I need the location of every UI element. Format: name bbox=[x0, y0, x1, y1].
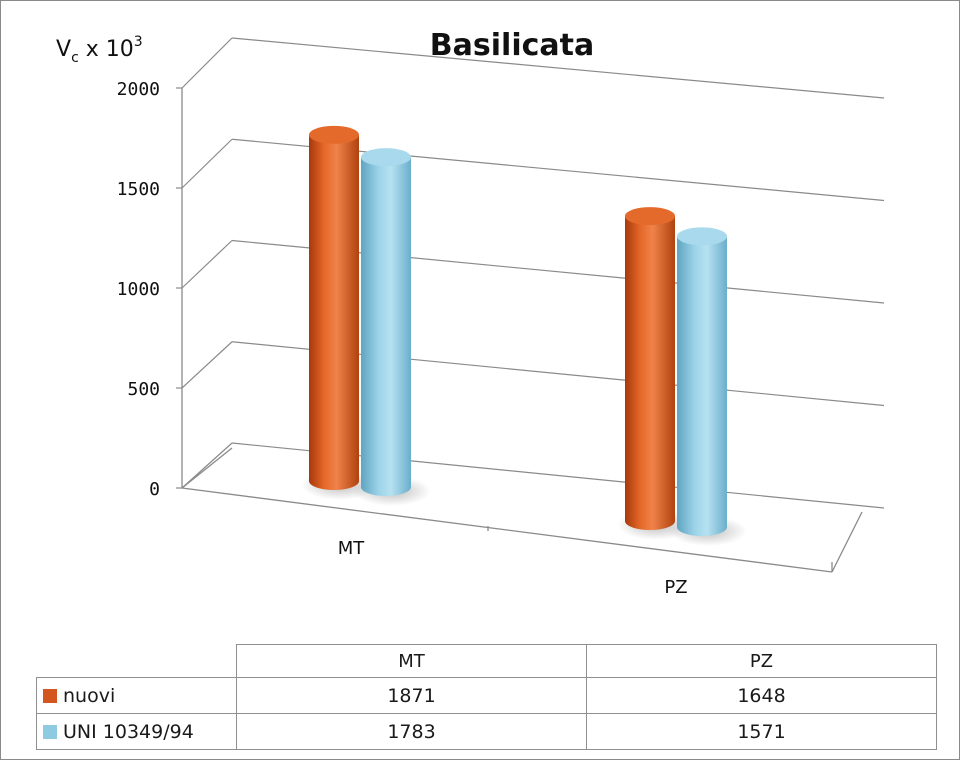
bar-body bbox=[361, 157, 411, 496]
table-cell: 1783 bbox=[236, 713, 587, 750]
table-cell: 1871 bbox=[236, 677, 587, 714]
legend-cell-nuovi: nuovi bbox=[36, 677, 237, 714]
gridline-side bbox=[181, 341, 233, 389]
gridline bbox=[231, 37, 885, 99]
table-header-pz: PZ bbox=[586, 644, 937, 678]
floor-right-edge bbox=[831, 511, 863, 573]
legend-label-uni: UNI 10349/94 bbox=[63, 720, 194, 743]
table-row-nuovi: nuovi 1871 1648 bbox=[36, 677, 937, 714]
bar-body bbox=[677, 236, 727, 537]
bar-body bbox=[625, 216, 675, 530]
table-header-row: MT PZ bbox=[36, 644, 937, 678]
legend-label-nuovi: nuovi bbox=[63, 684, 116, 707]
bar-mt-nuovi bbox=[301, 125, 379, 500]
bar-mt-uni bbox=[353, 148, 431, 506]
data-table: MT PZ nuovi 1871 1648 UNI 10349/94 1783 … bbox=[36, 644, 937, 750]
table-cell: 1571 bbox=[586, 713, 937, 750]
legend-swatch-uni bbox=[43, 724, 57, 739]
y-tick-label: 2000 bbox=[117, 79, 160, 100]
bar-top bbox=[309, 125, 359, 144]
chart-area: 0 500 1000 1500 2000 MT PZ Basilicata Vc x 10… bbox=[56, 28, 885, 598]
bar-top bbox=[625, 207, 675, 226]
table-corner bbox=[36, 644, 237, 678]
bar-body bbox=[309, 134, 359, 491]
bar-pz-uni bbox=[669, 227, 747, 546]
y-tick-label: 1500 bbox=[117, 179, 160, 200]
x-category-label: PZ bbox=[664, 577, 687, 598]
y-axis-label: Vc x 103 bbox=[56, 34, 143, 66]
legend-cell-uni: UNI 10349/94 bbox=[36, 713, 237, 750]
table-cell: 1648 bbox=[586, 677, 937, 714]
bar-pz-nuovi bbox=[617, 207, 695, 540]
bar-top bbox=[361, 148, 411, 167]
legend-swatch-nuovi bbox=[43, 688, 57, 703]
gridline-side bbox=[181, 240, 233, 289]
table-header-mt: MT bbox=[236, 644, 587, 678]
floor-front-edge bbox=[181, 487, 833, 573]
axis-frame bbox=[181, 88, 863, 573]
x-category-label: MT bbox=[338, 538, 366, 559]
y-tick-label: 500 bbox=[127, 379, 160, 400]
gridline-side bbox=[181, 442, 233, 489]
y-tick-label: 0 bbox=[149, 479, 160, 500]
gridline-side bbox=[181, 138, 233, 189]
gridline-side bbox=[181, 37, 233, 89]
bar-top bbox=[677, 227, 727, 246]
chart-title: Basilicata bbox=[430, 28, 594, 63]
table-row-uni: UNI 10349/94 1783 1571 bbox=[36, 713, 937, 750]
floor-left-edge bbox=[181, 447, 233, 489]
y-tick-label: 1000 bbox=[117, 279, 160, 300]
